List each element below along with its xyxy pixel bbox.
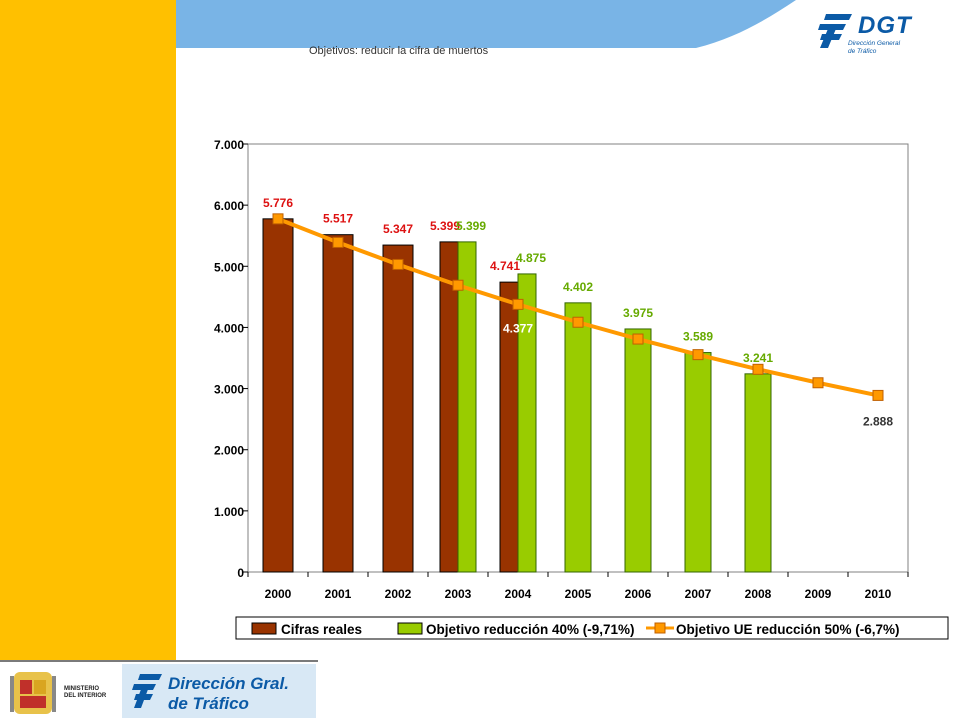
legend-label-cifras-reales: Cifras reales [281,622,362,637]
y-tick-label: 0 [237,566,244,580]
x-tick-label: 2008 [745,587,772,601]
bar-objetivo-40 [624,328,652,573]
dgt-logo-sub-2: de Tráfico [848,48,877,55]
y-tick-label: 2.000 [214,444,244,458]
dgt-logo-icon [818,14,852,48]
y-tick-label: 6.000 [214,199,244,213]
data-label-objetivo-40: 3.241 [743,351,773,365]
legend-marker-objetivo-ue [654,622,666,634]
point-objetivo-ue [572,316,584,328]
ministry-line-2: DEL INTERIOR [64,693,107,699]
data-label-objetivo-ue: 4.377 [503,321,533,335]
point-objetivo-ue [512,298,524,310]
dgt-logo-subtitle: Dirección General de Tráfico [848,40,928,56]
data-label-objetivo-ue: 2.888 [863,414,893,428]
bar-cifras-reales [262,218,294,573]
dgt-logo: DGT [858,12,912,40]
dgt-footer-line-2: de Tráfico [168,694,249,713]
point-objetivo-ue [452,279,464,291]
legend-swatch-cifras-reales [251,622,277,635]
bar-cifras-reales [439,241,459,573]
x-tick-label: 2003 [445,587,472,601]
x-tick-label: 2002 [385,587,412,601]
top-blue-band [176,0,796,48]
y-tick-label: 1.000 [214,505,244,519]
bar-objetivo-40 [517,273,537,573]
bar-cifras-reales [382,244,414,573]
bar-objetivo-40 [684,352,712,573]
legend-label-objetivo-ue: Objetivo UE reducción 50% (-6,7%) [676,622,900,637]
data-label-objetivo-40: 4.875 [516,251,546,265]
x-tick-label: 2001 [325,587,352,601]
dgt-footer-panel [122,664,316,718]
y-tick-label: 3.000 [214,383,244,397]
point-objetivo-ue [632,333,644,345]
bar-objetivo-40 [744,373,772,573]
bar-objetivo-40 [457,241,477,573]
spain-coat-of-arms-icon [10,672,56,714]
legend-swatch-objetivo-40 [397,622,423,635]
data-label-objetivo-40: 3.975 [623,306,653,320]
x-tick-label: 2006 [625,587,652,601]
dgt-footer-text: Dirección Gral. de Tráfico [168,674,289,714]
point-objetivo-ue [872,389,884,401]
point-objetivo-ue [392,258,404,270]
point-objetivo-ue [332,236,344,248]
data-label-objetivo-40: 3.589 [683,330,713,344]
point-objetivo-ue [272,213,284,225]
point-objetivo-ue [752,363,764,375]
x-tick-label: 2010 [865,587,892,601]
x-tick-label: 2005 [565,587,592,601]
data-label-objetivo-40: 5.399 [456,219,486,233]
x-tick-label: 2007 [685,587,712,601]
dgt-logo-sub-1: Dirección General [848,40,901,47]
ministry-line-1: MINISTERIO [64,686,100,692]
death-figures-chart: 0 1.000 2.000 3.000 4.000 5.000 6.000 7.000 2000… [214,138,949,640]
bar-cifras-reales [322,234,354,573]
point-objetivo-ue [692,349,704,361]
data-label-cifras-reales: 4.741 [490,259,520,273]
data-label-cifras-reales: 5.399 [430,219,460,233]
data-label-objetivo-40: 4.402 [563,280,593,294]
chart-subtitle: Objetivos: reducir la cifra de muertos [309,45,489,57]
x-tick-label: 2000 [265,587,292,601]
x-tick-label: 2009 [805,587,832,601]
y-tick-label: 7.000 [214,138,244,152]
legend-label-objetivo-40: Objetivo reducción 40% (-9,71%) [426,622,635,637]
data-label-cifras-reales: 5.347 [383,222,413,236]
data-label-cifras-reales: 5.517 [323,212,353,226]
dgt-footer-icon [132,674,162,708]
bar-objetivo-40 [564,302,592,573]
y-tick-label: 5.000 [214,260,244,274]
dgt-footer-line-1: Dirección Gral. [168,674,289,693]
point-objetivo-ue [812,377,824,389]
ministry-label: MINISTERIO DEL INTERIOR [64,686,114,700]
x-tick-label: 2004 [505,587,532,601]
left-yellow-band [0,0,176,720]
data-label-cifras-reales: 5.776 [263,196,293,210]
dgt-logo-name: DGT [858,12,912,39]
y-tick-label: 4.000 [214,321,244,335]
